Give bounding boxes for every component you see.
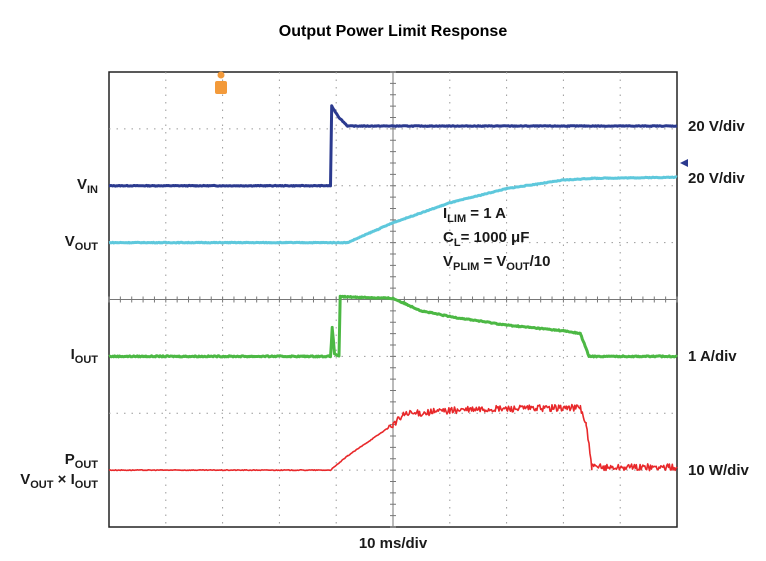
trigger-marker-box: [215, 81, 227, 94]
trace-pout: [108, 403, 678, 472]
chart-title: Output Power Limit Response: [279, 23, 508, 40]
annotation-cl: CL= 1000 μF: [443, 229, 529, 249]
trace-vin: [108, 104, 678, 188]
markers: [215, 71, 688, 167]
x-axis-label: 10 ms/div: [359, 535, 428, 552]
scale-vin: 20 V/div: [688, 118, 745, 135]
trigger-marker-dot: [217, 71, 225, 79]
label-pout: POUT: [65, 451, 99, 471]
label-vin: VIN: [77, 176, 98, 196]
trace-vout: [108, 175, 678, 245]
scale-vout: 20 V/div: [688, 170, 745, 187]
annotation-vplim: VPLIM = VOUT/10: [443, 253, 551, 273]
ref-arrow-icon: [680, 159, 688, 167]
trace-iout: [108, 294, 678, 359]
label-vout: VOUT: [65, 233, 99, 253]
label-pout-formula: VOUT × IOUT: [20, 471, 98, 491]
scale-pout: 10 W/div: [688, 462, 750, 479]
traces: [108, 104, 678, 472]
scale-iout: 1 A/div: [688, 348, 737, 365]
label-iout: IOUT: [71, 346, 99, 366]
annotation-ilim: ILIM = 1 A: [443, 205, 506, 225]
